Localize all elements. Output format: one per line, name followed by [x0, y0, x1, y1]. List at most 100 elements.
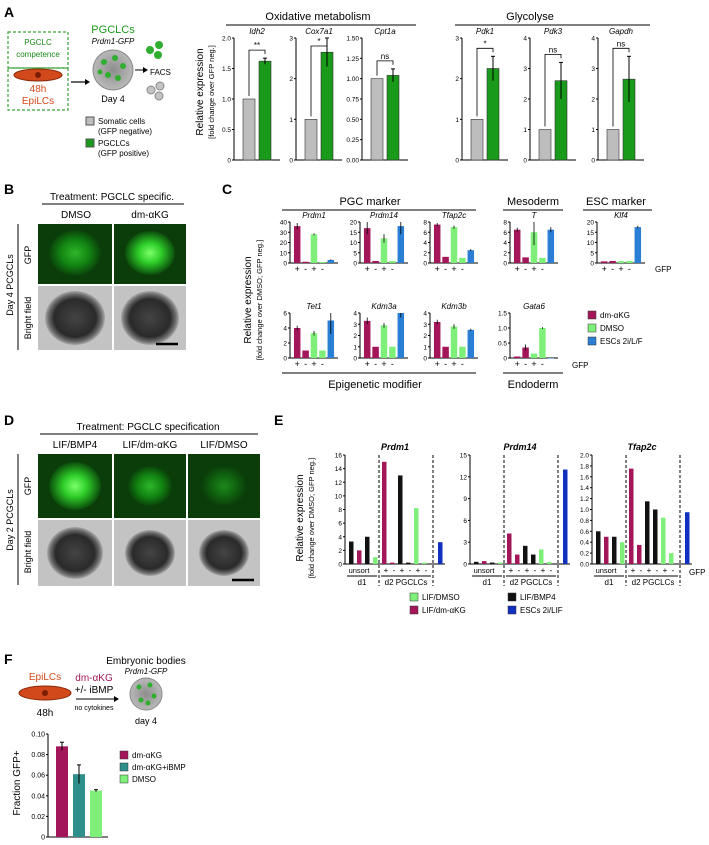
c-gata6-bar	[547, 358, 555, 359]
e-prdm1-bar	[414, 508, 419, 564]
a-cox7a1-bar	[320, 51, 334, 161]
c-legend-swatch	[587, 323, 597, 333]
a-group-glycolyse: Glycolyse	[506, 11, 554, 23]
c-kdm3b-bar	[467, 329, 475, 358]
e-prdm1-gfp-sign: -	[409, 566, 412, 575]
d-title: Treatment: PGCLC specification	[76, 422, 219, 433]
time-48h-a: 48h	[30, 84, 47, 95]
e-tfap2c-bar	[653, 509, 658, 564]
e-prdm14-tick-label: 12	[460, 474, 468, 481]
legend-pgclc-l2: (GFP positive)	[98, 149, 149, 158]
e-tfap2c-bar	[620, 542, 625, 564]
a-cpt1a-tick-label: 1.25	[346, 56, 359, 63]
a-idh2-tick-label: 1.0	[222, 97, 231, 104]
e-prdm1-bar	[406, 562, 411, 564]
a-cox7a1-bar	[304, 119, 318, 161]
c-group-esc: ESC marker	[586, 196, 646, 208]
c-t-tick-label: 8	[503, 220, 507, 227]
e-prdm1-gfp-sign: +	[400, 566, 405, 575]
c-prdm1-gfp-sign: -	[304, 264, 307, 274]
e-prdm1-gfp-sign: +	[416, 566, 421, 575]
e-prdm1-gfp-sign: -	[393, 566, 396, 575]
c-group-epigenetic: Epigenetic modifier	[328, 379, 422, 391]
c-klf4-tick-label: 0	[590, 261, 594, 268]
e-prdm1-bar	[365, 536, 370, 564]
c-tet1-tick-label: 6	[283, 311, 287, 318]
c-tet1-tick-label: 0	[283, 356, 287, 363]
e-prdm14-xlab-d1: d1	[483, 578, 492, 587]
e-prdm14-bar	[547, 561, 552, 564]
f-time-48h: 48h	[37, 708, 54, 719]
f-legend-label: dm-αKG+iBMP	[132, 763, 186, 772]
e-prdm14-bar	[490, 562, 495, 564]
e-tfap2c-bar	[604, 536, 609, 564]
e-prdm14-xlab-unsort: unsort	[474, 566, 496, 575]
e-prdm1-xlab-unsort: unsort	[349, 566, 371, 575]
c-gata6-bar	[522, 347, 529, 358]
e-tfap2c-tick-label: 0.8	[580, 518, 589, 525]
e-prdm1-bar	[390, 562, 395, 564]
a-cpt1a-tick-label: 0.75	[346, 97, 359, 104]
f-treat2: +/- iBMP	[75, 685, 114, 696]
e-prdm1-xlab-d2: d2 PGCLCs	[385, 578, 428, 587]
c-tfap2c-bar	[433, 224, 441, 263]
e-tfap2c-gfp-sign: +	[631, 566, 636, 575]
c-prdm1-bar	[327, 259, 335, 263]
e-prdm14-gfp-sign: -	[550, 566, 553, 575]
c-kdm3b-bar	[442, 346, 449, 358]
c-tfap2c-gfp-sign: +	[435, 264, 440, 274]
c-gfp-label-top: GFP	[655, 265, 671, 274]
a-cpt1a-tick-label: 0.00	[346, 158, 359, 165]
c-gata6-gfp-sign: -	[541, 359, 544, 369]
a-cox7a1-tick-label: 1	[289, 117, 293, 124]
c-prdm1-tick-label: 30	[280, 230, 288, 237]
a-gapdh-tick-label: 1	[591, 127, 595, 134]
c-t-gfp-sign: -	[524, 264, 527, 274]
c-kdm3b-bar	[433, 322, 441, 358]
e-prdm14-bar	[523, 545, 528, 564]
c-prdm1-gfp-sign: -	[321, 264, 324, 274]
c-kdm3b-tick-label: 2	[423, 333, 427, 340]
e-tfap2c-bar	[596, 531, 601, 564]
c-t-gfp-sign: -	[541, 264, 544, 274]
c-t-bar	[522, 257, 529, 263]
e-prdm1-title: Prdm1	[381, 442, 409, 452]
e-legend-swatch	[409, 592, 419, 602]
c-tfap2c-tick-label: 4	[423, 240, 427, 247]
a-pdk1-bar	[470, 119, 484, 161]
a-pdk3-signif-bracket	[544, 54, 562, 127]
c-t-gfp-sign: +	[515, 264, 520, 274]
c-kdm3b-gfp-sign: -	[461, 359, 464, 369]
d-col-dmso: LIF/DMSO	[200, 440, 247, 451]
e-prdm1-tick-label: 6	[338, 521, 342, 528]
c-prdm14-tick-label: 15	[350, 230, 358, 237]
c-prdm1-bar	[319, 261, 326, 263]
c-tfap2c-tick-label: 6	[423, 230, 427, 237]
a-pdk3-tick-label: 4	[523, 36, 527, 43]
a-idh2-signif-label: **	[254, 41, 260, 50]
e-prdm1-tick-label: 12	[335, 480, 343, 487]
c-kdm3a-tick-label: 4	[353, 311, 357, 318]
c-kdm3a-bar	[363, 320, 371, 358]
c-tfap2c-tick-label: 0	[423, 261, 427, 268]
f-epilcs-label: EpiLCs	[29, 672, 61, 683]
day4-label-a: Day 4	[101, 94, 125, 104]
c-kdm3a-gfp-sign: +	[381, 359, 386, 369]
panel-letter-c: C	[222, 181, 232, 197]
e-prdm1-tick-label: 4	[338, 534, 342, 541]
c-legend-swatch	[587, 336, 597, 346]
e-prdm1-gfp-sign: -	[425, 566, 428, 575]
a-idh2-signif-bracket	[248, 49, 266, 96]
c-tet1-gfp-sign: +	[311, 359, 316, 369]
c-tet1-tick-label: 2	[283, 341, 287, 348]
c-tet1-gfp-sign: -	[321, 359, 324, 369]
c-tet1-bar	[319, 350, 326, 358]
e-tfap2c-tick-label: 1.4	[580, 485, 589, 492]
f-reporter: Prdm1-GFP	[125, 667, 168, 676]
d-row-gfp: GFP	[23, 477, 33, 496]
c-gata6-bar	[539, 328, 546, 358]
c-prdm14-tick-label: 0	[353, 261, 357, 268]
f-eb-title: Embryonic bodies	[106, 656, 185, 667]
e-tfap2c-tick-label: 2.0	[580, 453, 589, 460]
a-pdk3-title: Pdk3	[544, 27, 563, 36]
